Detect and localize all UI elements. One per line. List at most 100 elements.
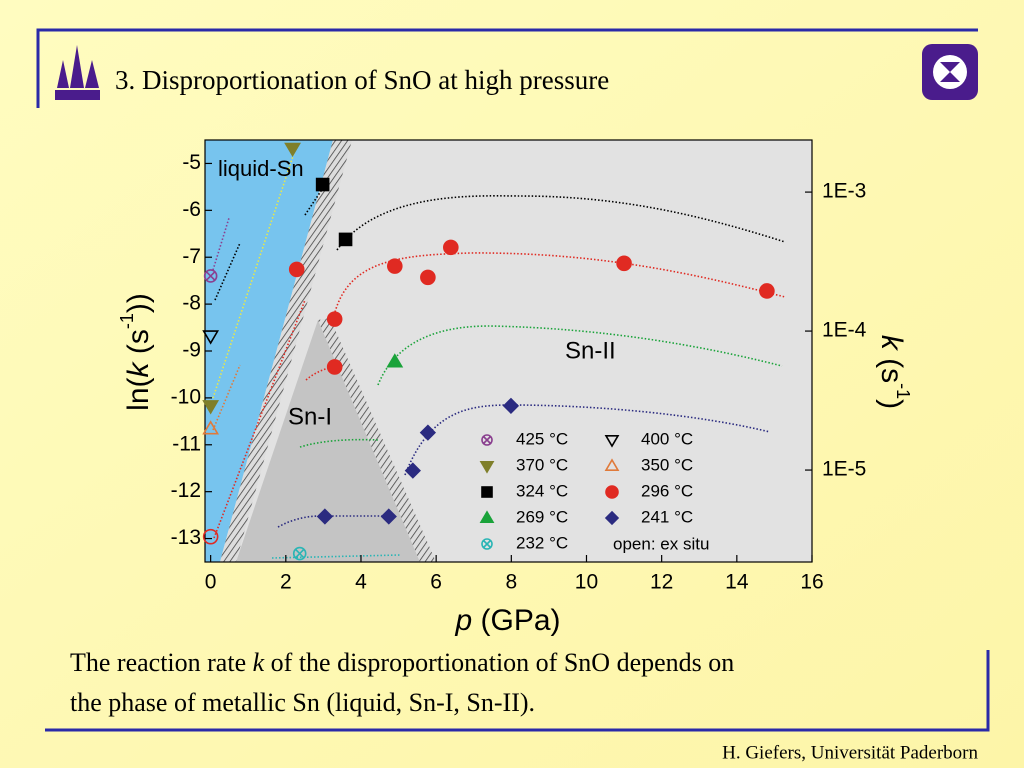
marker	[315, 177, 330, 192]
marker-part	[284, 142, 301, 158]
marker	[202, 528, 219, 545]
y2-axis-label: k (s-1)	[875, 335, 913, 409]
fit-curves	[212, 149, 786, 559]
y-tick-label: -5	[182, 151, 201, 174]
marker-part	[479, 510, 495, 523]
x-label-part: (GPa)	[472, 604, 560, 637]
y-tick-label: -6	[182, 198, 201, 221]
marker	[326, 311, 343, 327]
marker-part	[616, 255, 632, 272]
marker-part	[759, 283, 775, 299]
y-tick-label: -12	[171, 479, 201, 502]
y-tick-label: -8	[182, 292, 201, 315]
footer: H. Giefers, Universität Paderborn	[722, 742, 978, 763]
y-label-part: -1	[117, 313, 137, 329]
phase-regions	[205, 140, 812, 562]
y-label-part: ln(	[122, 377, 155, 410]
marker-part	[605, 485, 619, 499]
x-axis-label: p (GPa)	[454, 604, 560, 637]
marker-part	[326, 359, 343, 375]
marker	[502, 397, 520, 414]
marker	[616, 255, 632, 272]
marker-part	[205, 271, 216, 281]
caption-part: The reaction rate	[70, 648, 253, 677]
y-tick-label: -10	[171, 385, 201, 408]
marker	[202, 420, 220, 435]
marker	[759, 283, 775, 299]
legend-label: 324 °C	[516, 481, 568, 500]
marker	[386, 353, 404, 368]
marker-part	[202, 420, 220, 435]
marker	[605, 485, 619, 499]
marker-part	[420, 269, 436, 286]
marker	[420, 269, 436, 286]
marker-part	[326, 311, 343, 327]
marker	[326, 359, 343, 375]
marker	[288, 261, 305, 278]
marker-part	[502, 397, 520, 414]
y-tick-label: -9	[182, 339, 201, 362]
x-tick-label: 14	[725, 571, 749, 594]
annotation: Sn-I	[288, 403, 332, 430]
marker-part	[482, 435, 492, 445]
legend-label: 296 °C	[641, 481, 693, 500]
caption-line: The reaction rate k of the disproportion…	[70, 648, 734, 677]
marker-part	[481, 486, 493, 498]
x-tick-label: 4	[355, 571, 367, 594]
logo-left	[55, 45, 100, 100]
frame-top	[36, 28, 978, 108]
marker-part	[604, 510, 620, 526]
caption-part: k	[253, 648, 265, 677]
marker-part	[443, 239, 459, 256]
marker	[481, 538, 493, 550]
x-tick-label: 16	[800, 571, 823, 594]
x-tick-label: 6	[430, 571, 442, 594]
frame-bottom	[45, 650, 990, 732]
x-tick-label: 10	[575, 571, 598, 594]
marker	[284, 142, 301, 158]
y2-label-part: )	[875, 399, 908, 409]
annotation: Sn-II	[565, 337, 616, 364]
y-label-part: k	[122, 360, 155, 377]
marker-part	[380, 508, 397, 525]
y-axis-label: ln(k (s-1))	[117, 293, 155, 411]
x-tick-label: 0	[205, 571, 217, 594]
marker-part	[386, 353, 404, 368]
y-label-part: (s	[122, 329, 155, 362]
marker	[419, 424, 437, 441]
marker	[316, 508, 334, 525]
marker	[604, 510, 620, 526]
y-tick-label: -7	[182, 245, 201, 268]
y-tick-label: -13	[171, 526, 201, 549]
marker	[387, 258, 403, 274]
marker	[203, 269, 218, 283]
x-label-part: p	[454, 604, 472, 637]
legend-label: 232 °C	[516, 533, 568, 552]
legend-label: 400 °C	[641, 429, 693, 448]
marker-part	[316, 508, 334, 525]
legend-label: 269 °C	[516, 507, 568, 526]
marker-part	[482, 539, 492, 549]
logo-right	[922, 44, 978, 100]
marker-part	[202, 528, 219, 545]
caption-part: the phase of metallic Sn (liquid, Sn-I, …	[70, 688, 535, 717]
legend-label: 425 °C	[516, 429, 568, 448]
y2-label-part: k	[875, 335, 908, 352]
marker-part	[604, 458, 620, 471]
legend-label: 241 °C	[641, 507, 693, 526]
y-tick-label: -11	[172, 432, 201, 455]
caption-line: the phase of metallic Sn (liquid, Sn-I, …	[70, 688, 535, 717]
y2-tick-label: 1E-3	[822, 180, 866, 203]
y2-label-part: (s	[875, 350, 908, 383]
x-tick-label: 8	[505, 571, 517, 594]
marker	[481, 434, 493, 446]
marker-part	[481, 434, 493, 446]
x-tick-label: 2	[280, 571, 292, 594]
marker-part	[479, 461, 495, 474]
marker	[292, 546, 307, 561]
marker	[604, 435, 620, 448]
marker-part	[288, 261, 305, 278]
y-label-part: ))	[122, 293, 155, 313]
